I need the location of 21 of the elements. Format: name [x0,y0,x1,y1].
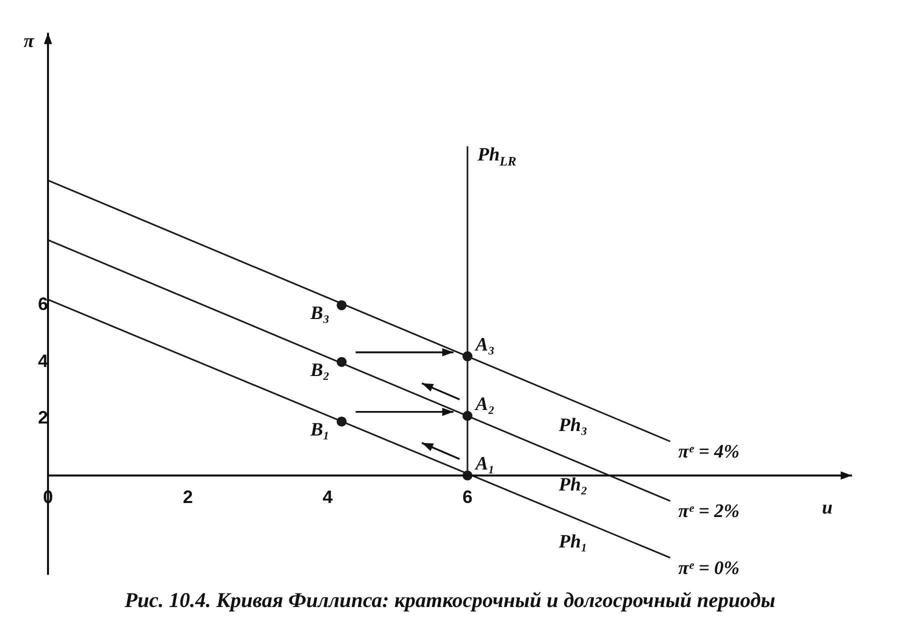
y-tick-label: 6 [38,294,48,314]
text: Рис. 10.4. Кривая Филлипса: краткосрочный и долгосрочный периоды [124,588,776,612]
annotation: B₂ [309,360,330,381]
series-label: Ph₁ [558,532,588,553]
series-label: Ph₃ [558,414,588,436]
annotation: πᵉ = 0% [678,558,740,579]
annotation: A₂ [474,394,495,415]
y-tick-label: 4 [38,350,48,371]
x-tick-label: 4 [322,487,333,508]
x-tick-label: 2 [182,487,193,508]
annotation: A₃ [474,334,495,356]
annotation: πᵉ = 2% [678,501,740,522]
x-tick-label: 6 [462,487,472,508]
annotation: A₁ [474,453,495,474]
y-tick-label: 2 [38,408,48,428]
y-axis-title: π [24,30,35,52]
x-axis-title: u [822,497,833,518]
series-label: Ph₂ [558,474,588,496]
annotation: B₁ [309,420,330,441]
annotation: B₃ [309,303,330,324]
annotation: πᵉ = 4% [678,441,740,462]
